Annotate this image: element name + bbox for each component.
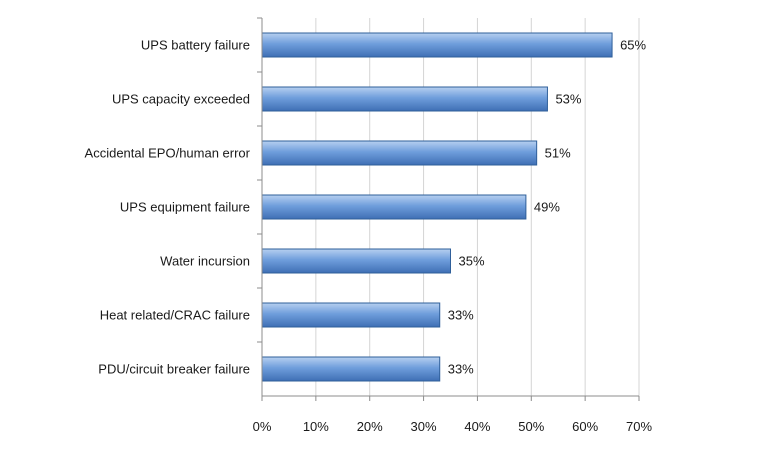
x-tick-label: 30% bbox=[411, 419, 437, 434]
axes bbox=[257, 17, 640, 401]
data-label: 35% bbox=[459, 254, 485, 269]
category-label: UPS capacity exceeded bbox=[112, 92, 250, 107]
data-label: 49% bbox=[534, 200, 560, 215]
category-label: Water incursion bbox=[160, 254, 250, 269]
bar bbox=[261, 194, 527, 220]
category-label: UPS battery failure bbox=[141, 38, 250, 53]
bar bbox=[261, 356, 441, 382]
x-tick-label: 20% bbox=[357, 419, 383, 434]
category-label: Accidental EPO/human error bbox=[85, 146, 251, 161]
x-tick-label: 60% bbox=[572, 419, 598, 434]
data-label: 53% bbox=[555, 92, 581, 107]
data-label: 51% bbox=[545, 146, 571, 161]
bars bbox=[261, 32, 613, 382]
x-tick-label: 0% bbox=[253, 419, 272, 434]
labels: 0% 10% 20% 30% 40% 50% 60% 70% UPS battery failu… bbox=[85, 38, 653, 435]
bar bbox=[261, 32, 613, 58]
data-label: 33% bbox=[448, 308, 474, 323]
category-label: Heat related/CRAC failure bbox=[100, 308, 250, 323]
x-tick-label: 70% bbox=[626, 419, 652, 434]
data-label: 33% bbox=[448, 362, 474, 377]
x-tick-label: 40% bbox=[464, 419, 490, 434]
category-label: PDU/circuit breaker failure bbox=[98, 362, 250, 377]
data-label: 65% bbox=[620, 38, 646, 53]
category-label: UPS equipment failure bbox=[120, 200, 250, 215]
bar bbox=[261, 248, 451, 274]
x-tick-label: 50% bbox=[518, 419, 544, 434]
bar bbox=[261, 140, 538, 166]
bar bbox=[261, 86, 548, 112]
bar bbox=[261, 302, 441, 328]
x-tick-label: 10% bbox=[303, 419, 329, 434]
